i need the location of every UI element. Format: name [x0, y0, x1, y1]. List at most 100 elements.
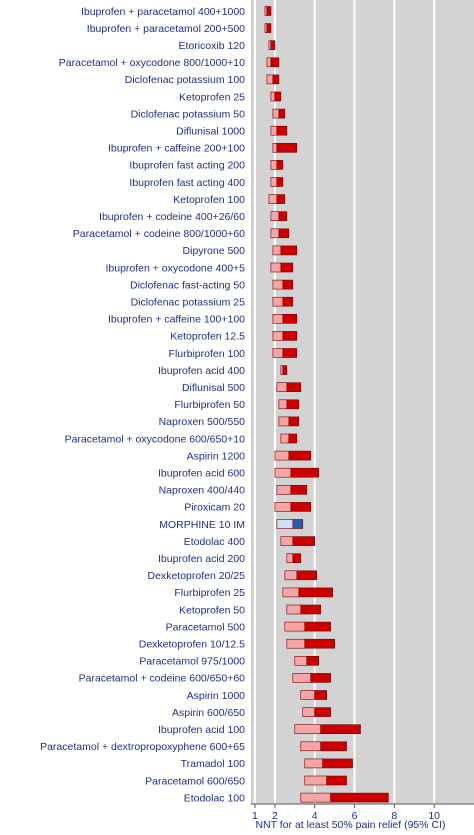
category-label: Aspirin 1200 — [187, 450, 246, 462]
ci-upper-segment — [292, 536, 316, 546]
ci-lower-segment — [272, 108, 280, 119]
ci-lower-segment — [270, 177, 278, 187]
category-label: Diflunisal 1000 — [176, 126, 245, 138]
ci-upper-segment — [292, 519, 304, 529]
ci-upper-segment — [282, 313, 298, 324]
category-label: Flurbiprofen 25 — [174, 587, 245, 599]
ci-upper-segment — [274, 91, 282, 102]
ci-upper-segment — [280, 262, 294, 273]
ci-upper-segment — [326, 775, 347, 786]
category-label: Ibuprofen fast acting 200 — [129, 160, 245, 172]
ci-upper-segment — [286, 382, 302, 393]
ci-upper-segment — [290, 484, 308, 495]
category-label: Etodolac 400 — [184, 536, 245, 548]
interval-bars — [264, 6, 389, 803]
ci-lower-segment — [278, 416, 290, 427]
ci-upper-segment — [298, 587, 333, 598]
category-label: Diflunisal 500 — [182, 382, 245, 394]
category-label: Paracetamol + dextropropoxyphene 600+65 — [40, 741, 245, 753]
category-label: Aspirin 600/650 — [172, 707, 245, 719]
ci-lower-segment — [280, 536, 294, 546]
ci-upper-segment — [288, 433, 298, 444]
ci-upper-segment — [276, 177, 284, 187]
category-label: Paracetamol + oxycodone 600/650+10 — [65, 433, 246, 445]
category-label: Ibuprofen acid 400 — [158, 365, 245, 377]
ci-lower-segment — [270, 211, 280, 221]
ci-upper-segment — [282, 331, 298, 341]
ci-lower-segment — [294, 724, 321, 735]
category-label: Ibuprofen acid 100 — [158, 724, 245, 736]
ci-upper-segment — [276, 125, 288, 136]
ci-lower-segment — [270, 262, 282, 273]
ci-upper-segment — [266, 23, 272, 33]
ci-lower-segment — [286, 604, 302, 615]
category-label: Diclofenac potassium 25 — [131, 297, 246, 309]
category-label: Dexketoprofen 20/25 — [148, 570, 246, 582]
ci-lower-segment — [266, 57, 272, 68]
ci-upper-segment — [306, 655, 319, 666]
category-label: Ibuprofen acid 200 — [158, 553, 245, 565]
ci-lower-segment — [286, 638, 306, 649]
tick-label: 10 — [428, 810, 440, 822]
category-label: Ibuprofen + oxycodone 400+5 — [105, 262, 245, 274]
ci-lower-segment — [302, 707, 316, 717]
category-label: Ibuprofen + paracetamol 400+1000 — [81, 6, 245, 18]
ci-lower-segment — [276, 484, 292, 495]
ci-lower-segment — [270, 160, 278, 170]
ci-upper-segment — [320, 741, 347, 752]
ci-upper-segment — [296, 570, 318, 581]
category-label: Ibuprofen + codeine 400+26/60 — [99, 211, 245, 223]
ci-lower-segment — [278, 399, 288, 410]
ci-lower-segment — [276, 382, 288, 393]
category-label: Ibuprofen + caffeine 100+100 — [108, 314, 245, 326]
tick-label: 1 — [252, 810, 258, 822]
category-label: Naproxen 400/440 — [159, 485, 246, 497]
ci-upper-segment — [282, 296, 294, 307]
ci-upper-segment — [282, 348, 298, 358]
ci-upper-segment — [292, 553, 302, 564]
ci-upper-segment — [266, 6, 272, 16]
ci-upper-segment — [310, 673, 331, 683]
category-label: Dexketoprofen 10/12.5 — [139, 639, 245, 651]
category-label: Ketoprofen 25 — [179, 91, 245, 103]
ci-lower-segment — [300, 741, 321, 752]
category-label: Ketoprofen 50 — [179, 604, 245, 616]
category-label: Naproxen 500/550 — [159, 416, 246, 428]
ci-upper-segment — [280, 245, 298, 256]
ci-lower-segment — [266, 74, 274, 85]
category-label: Flurbiprofen 50 — [174, 399, 245, 411]
category-label: Etodolac 100 — [184, 792, 245, 804]
ci-lower-segment — [284, 621, 306, 632]
category-label: Paracetamol 600/650 — [145, 775, 245, 787]
ci-lower-segment — [272, 313, 284, 324]
ci-lower-segment — [272, 331, 284, 341]
ci-upper-segment — [314, 690, 327, 700]
tick-label: 6 — [352, 810, 358, 822]
ci-upper-segment — [288, 450, 312, 461]
category-label: Paracetamol + oxycodone 800/1000+10 — [59, 57, 245, 69]
category-label: Paracetamol 975/1000 — [139, 656, 245, 668]
ci-upper-segment — [300, 604, 321, 615]
ci-lower-segment — [272, 279, 284, 290]
ci-lower-segment — [272, 296, 284, 307]
ci-lower-segment — [274, 450, 290, 461]
ci-upper-segment — [272, 74, 280, 85]
x-axis-ticks: 1 2 4 6 8 10 — [251, 803, 474, 822]
ci-lower-segment — [280, 433, 290, 444]
category-label: Dipyrone 500 — [183, 245, 246, 257]
tick-label: 8 — [391, 810, 397, 822]
category-label: Diclofenac potassium 50 — [131, 108, 246, 120]
ci-upper-segment — [330, 792, 389, 803]
ci-lower-segment — [272, 245, 282, 256]
category-label: Ibuprofen + paracetamol 200+500 — [87, 23, 245, 35]
ci-upper-segment — [276, 143, 298, 153]
ci-lower-segment — [274, 467, 292, 478]
ci-upper-segment — [278, 211, 288, 221]
ci-lower-segment — [286, 553, 294, 564]
category-label: Ibuprofen acid 600 — [158, 468, 245, 480]
ci-lower-segment — [270, 125, 278, 136]
ci-upper-segment — [322, 758, 353, 769]
category-label: Paracetamol + codeine 800/1000+60 — [73, 228, 245, 240]
ci-upper-segment — [286, 399, 300, 410]
